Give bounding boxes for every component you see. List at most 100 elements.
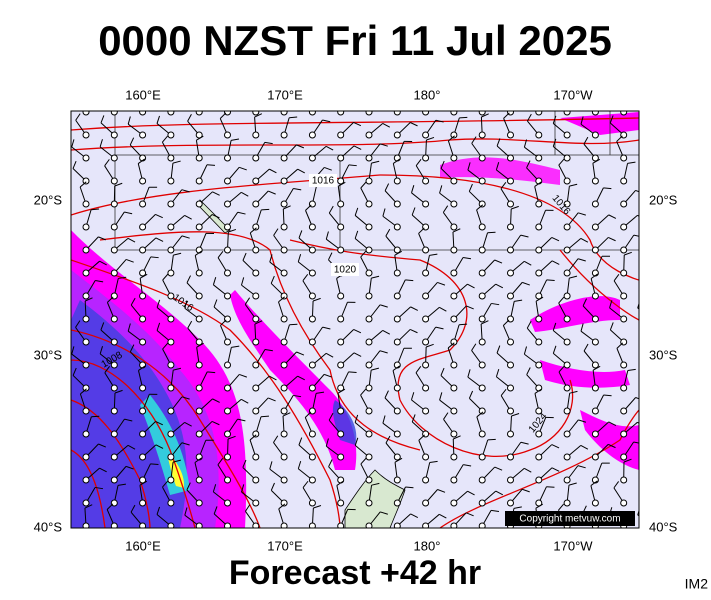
barb-flag xyxy=(298,230,303,239)
station xyxy=(450,476,458,484)
barb-flag xyxy=(273,435,279,443)
barb-flag xyxy=(298,437,303,446)
station xyxy=(393,499,401,507)
barb-flag xyxy=(130,504,136,513)
station xyxy=(280,453,288,461)
station xyxy=(167,246,175,254)
station xyxy=(507,499,514,507)
barb-flag xyxy=(440,160,445,169)
station xyxy=(563,131,571,139)
station xyxy=(252,499,260,507)
barb-flag xyxy=(534,181,542,187)
barb-flag xyxy=(124,418,133,422)
station xyxy=(591,384,599,392)
barb-flag xyxy=(429,460,438,463)
barb-flag xyxy=(127,323,131,332)
station xyxy=(620,111,628,116)
barb-flag xyxy=(196,342,204,348)
barb-flag xyxy=(127,116,131,125)
station xyxy=(337,384,345,392)
station xyxy=(82,111,90,116)
station xyxy=(252,361,260,369)
barb-flag xyxy=(227,435,236,440)
station xyxy=(224,338,231,346)
barb-flag xyxy=(514,299,523,302)
barb-flag xyxy=(394,457,403,463)
barb-flag xyxy=(583,136,589,145)
station xyxy=(110,407,118,415)
station xyxy=(110,361,118,369)
station xyxy=(535,223,543,231)
station xyxy=(365,476,373,484)
station xyxy=(167,361,175,369)
barb-flag xyxy=(138,365,146,371)
barb-flag xyxy=(466,305,474,310)
barb-flag xyxy=(471,136,477,144)
station xyxy=(507,453,514,461)
barb-flag xyxy=(240,191,249,197)
barb-flag xyxy=(494,466,503,471)
station xyxy=(393,430,401,438)
barb-flag xyxy=(104,159,110,167)
barb-flag xyxy=(503,112,510,119)
station xyxy=(507,338,514,346)
barb-flag xyxy=(245,504,251,512)
barb-flag xyxy=(453,435,461,440)
station xyxy=(535,384,543,392)
station xyxy=(139,200,147,208)
station xyxy=(450,246,458,254)
station xyxy=(308,499,316,507)
station xyxy=(308,453,316,461)
barb-flag xyxy=(99,139,103,148)
lon-label: 170°E xyxy=(267,87,303,102)
station xyxy=(308,315,316,323)
station xyxy=(422,522,430,528)
station xyxy=(224,111,231,116)
station xyxy=(110,223,118,231)
barb-flag xyxy=(71,346,75,355)
station xyxy=(563,292,571,300)
station xyxy=(478,269,486,277)
station xyxy=(110,315,118,323)
station xyxy=(82,453,90,461)
station xyxy=(591,154,599,162)
barb-flag xyxy=(435,326,444,330)
station xyxy=(591,407,599,415)
station xyxy=(195,269,203,277)
barb-flag xyxy=(196,135,204,141)
barb-flag xyxy=(129,137,135,146)
barb-flag xyxy=(452,228,461,233)
isobar xyxy=(71,359,196,528)
station xyxy=(563,315,571,323)
isobar xyxy=(559,249,639,321)
station xyxy=(563,453,571,461)
station xyxy=(507,361,514,369)
station xyxy=(591,361,599,369)
station xyxy=(139,476,147,484)
station xyxy=(110,111,118,116)
station xyxy=(393,384,401,392)
station xyxy=(139,407,147,415)
station xyxy=(591,223,599,231)
station xyxy=(620,223,628,231)
barb-flag xyxy=(354,414,359,423)
barb-flag xyxy=(467,162,471,171)
station xyxy=(82,177,90,185)
barb-flag xyxy=(580,116,584,125)
station xyxy=(591,499,599,507)
barb-flag xyxy=(250,227,257,234)
station xyxy=(337,292,345,300)
barb-flag xyxy=(360,181,367,189)
station xyxy=(563,430,571,438)
barb-flag xyxy=(270,275,275,284)
station xyxy=(450,131,458,139)
barb-flag xyxy=(139,480,148,486)
lon-label: 170°W xyxy=(553,87,593,102)
station xyxy=(450,315,458,323)
barb-flag xyxy=(551,467,560,472)
barb-flag xyxy=(371,160,380,164)
station xyxy=(422,292,430,300)
station xyxy=(620,453,628,461)
station xyxy=(365,111,373,116)
barb-flag xyxy=(580,237,589,243)
